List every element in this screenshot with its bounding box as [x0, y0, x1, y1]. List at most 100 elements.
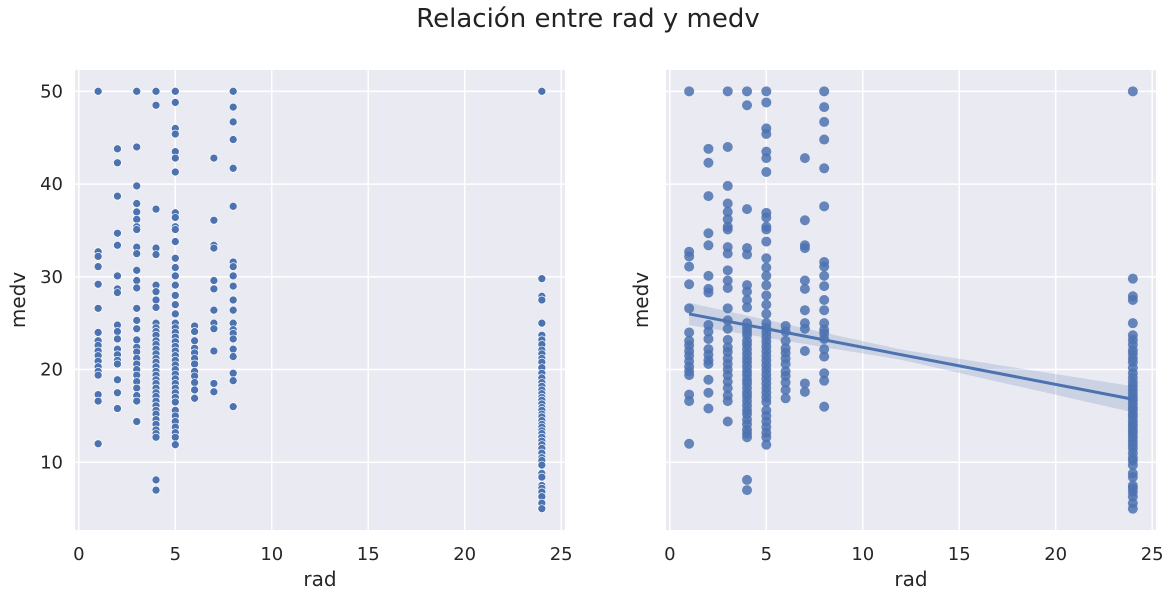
data-point — [170, 397, 180, 407]
data-point — [151, 303, 161, 312]
data-point — [132, 225, 142, 234]
data-point — [132, 181, 142, 191]
data-point — [228, 376, 238, 386]
data-point — [684, 438, 695, 449]
data-point — [742, 86, 753, 97]
data-point — [170, 129, 180, 139]
data-point — [703, 270, 714, 281]
data-point — [132, 199, 142, 208]
data-point — [684, 396, 695, 407]
data-point — [209, 284, 219, 294]
x-tick-label: 5 — [761, 544, 772, 565]
data-point — [703, 374, 714, 385]
plot-area — [75, 70, 565, 530]
data-point — [132, 335, 142, 345]
data-point — [722, 265, 733, 276]
data-point — [703, 358, 714, 369]
x-axis-label: rad — [894, 567, 927, 591]
data-point — [799, 153, 810, 164]
data-point — [113, 334, 122, 344]
data-point — [722, 383, 733, 394]
data-point — [228, 402, 238, 412]
data-point — [228, 344, 238, 354]
data-point — [1127, 318, 1138, 329]
data-point — [1127, 86, 1138, 97]
data-point — [722, 214, 733, 225]
data-point — [209, 305, 219, 315]
data-point — [537, 86, 547, 96]
data-point — [132, 316, 142, 325]
data-point — [170, 86, 180, 96]
data-point — [113, 404, 122, 413]
data-point — [819, 102, 830, 113]
data-point — [780, 358, 791, 369]
data-point — [132, 283, 142, 293]
data-point — [151, 287, 161, 297]
data-point — [170, 291, 180, 300]
data-point — [761, 153, 772, 164]
data-point — [228, 102, 238, 112]
data-point — [93, 279, 103, 289]
data-point — [761, 439, 772, 450]
data-point — [742, 295, 753, 305]
data-point — [722, 180, 733, 191]
data-point — [761, 167, 772, 178]
data-point — [819, 201, 830, 212]
data-point — [722, 334, 733, 345]
data-point — [113, 359, 122, 369]
data-point — [132, 265, 142, 275]
data-point — [1127, 472, 1138, 483]
data-point — [684, 261, 695, 272]
data-point — [209, 215, 219, 225]
data-point — [761, 290, 772, 301]
data-point — [170, 263, 180, 272]
data-point — [799, 378, 810, 389]
data-point — [132, 303, 142, 313]
data-point — [780, 377, 791, 388]
data-point — [780, 335, 791, 346]
y-tick-label: 10 — [40, 452, 63, 473]
data-point — [151, 204, 161, 214]
data-point — [151, 250, 161, 259]
y-tick-label: 40 — [40, 174, 63, 195]
data-point — [722, 282, 733, 293]
data-point — [93, 252, 103, 261]
data-point — [228, 262, 238, 271]
data-point — [742, 286, 753, 297]
data-point — [170, 280, 180, 290]
data-point — [761, 397, 772, 408]
data-point — [209, 153, 219, 163]
data-point — [537, 318, 547, 328]
plot-panel-2: 0 5 10 15 20 25 rad medv — [629, 70, 1164, 591]
data-point — [819, 375, 830, 386]
x-tick-label: 20 — [1044, 544, 1067, 565]
data-point — [170, 253, 180, 263]
data-point — [819, 305, 830, 316]
data-point — [761, 299, 772, 310]
data-point — [684, 303, 695, 314]
data-point — [684, 86, 695, 97]
data-point — [742, 302, 753, 313]
data-point — [228, 117, 238, 127]
data-point — [209, 324, 219, 334]
data-point — [703, 143, 714, 154]
data-point — [151, 100, 161, 110]
data-point — [190, 359, 199, 369]
data-point — [228, 86, 238, 96]
data-point — [761, 253, 772, 264]
data-point — [113, 144, 122, 154]
data-point — [93, 262, 103, 271]
data-point — [113, 327, 122, 336]
plot-panel-1: 0 5 10 15 20 25 10 20 30 40 50 rad medv — [6, 70, 573, 591]
data-point — [132, 249, 142, 258]
x-tick-label: 0 — [73, 544, 84, 565]
data-point — [799, 275, 810, 286]
data-point — [703, 228, 714, 239]
data-point — [703, 333, 714, 344]
data-point — [537, 504, 547, 514]
x-tick-label: 10 — [851, 544, 874, 565]
data-point — [132, 324, 142, 334]
data-point — [761, 224, 772, 235]
data-point — [93, 439, 103, 449]
data-point — [151, 475, 161, 485]
